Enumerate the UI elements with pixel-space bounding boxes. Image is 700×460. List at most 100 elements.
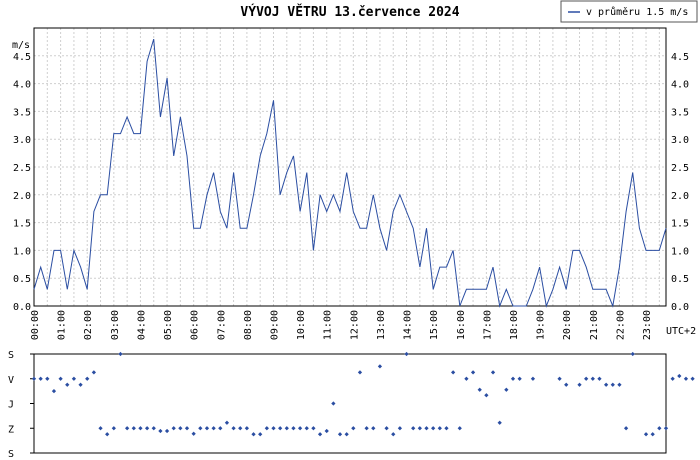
direction-point [517,376,522,381]
direction-point [278,426,283,431]
chart-title: VÝVOJ VĚTRU 13.července 2024 [240,4,459,20]
direction-plot-frame [33,353,667,454]
direction-point [663,426,669,431]
direction-point [324,428,329,434]
direction-point [371,426,376,431]
direction-point [331,401,336,406]
direction-point [424,426,429,431]
direction-point [497,420,502,425]
direction-point [504,387,509,392]
y-tick-label-left: 2.0 [13,191,31,202]
direction-axis-label: J [8,400,14,411]
direction-point [351,426,356,431]
direction-point [690,376,695,381]
direction-point [258,432,263,437]
direction-axis-label: Z [8,424,14,435]
direction-point [125,426,130,431]
direction-point [171,426,176,431]
direction-point [564,382,569,387]
direction-point [610,382,615,387]
direction-point [211,426,216,431]
x-tick-label: 23:00 [642,310,653,340]
direction-point [238,426,243,431]
direction-point [584,376,589,381]
direction-point [344,432,349,437]
direction-point [91,370,96,375]
direction-point [111,426,116,431]
legend: v průměru 1.5 m/s [560,0,698,23]
x-tick-label: 12:00 [349,310,360,340]
direction-point [623,426,629,431]
direction-point [357,370,363,375]
direction-point [218,426,223,431]
direction-point [264,426,269,431]
direction-point [617,382,622,387]
direction-point [450,370,456,375]
y-tick-label-right: 0.0 [671,302,689,313]
direction-point [404,351,409,357]
direction-point [164,428,170,434]
x-tick-label: 06:00 [190,310,201,340]
direction-point [464,376,469,381]
y-tick-label-left: 1.5 [13,219,31,230]
y-tick-label-left: 1.0 [13,246,31,257]
y-tick-label-left: 0.5 [13,274,31,285]
y-tick-label-right: 1.5 [671,219,689,230]
x-tick-label: 21:00 [589,310,600,340]
direction-point [244,426,250,431]
direction-point [291,426,296,431]
x-tick-label: 10:00 [296,310,307,340]
direction-point [98,426,103,431]
direction-point [58,376,63,381]
direction-point [105,432,110,437]
direction-point [670,376,675,381]
direction-point [71,376,77,381]
direction-point [178,426,183,431]
direction-point [650,432,655,437]
y-tick-label-left: 4.0 [13,80,31,91]
direction-point [577,382,582,387]
direction-point [78,382,83,387]
direction-point [271,426,276,431]
direction-point [470,370,476,375]
y-tick-label-left: 0.0 [13,302,31,313]
direction-axis-label: S [8,449,14,460]
x-tick-label: 11:00 [323,310,334,340]
y-tick-label-right: 0.5 [671,274,689,285]
direction-point [297,426,303,431]
x-tick-label: 04:00 [136,310,147,340]
legend-label: v průměru 1.5 m/s [586,6,688,18]
direction-point [604,382,609,387]
x-tick-label: 14:00 [403,310,414,340]
legend-box [560,0,698,23]
direction-point [151,426,156,431]
direction-point [337,432,343,437]
direction-point [191,431,196,436]
direction-point [417,426,422,431]
x-tick-label: 19:00 [536,310,547,340]
direction-point [437,426,442,431]
direction-point [490,370,496,375]
x-axis-label: UTC+2 [666,326,696,337]
y-tick-label-left: 4.5 [13,52,31,63]
direction-point [51,389,57,394]
y-tick-label-right: 4.0 [671,80,689,91]
direction-point [391,432,396,437]
direction-point [484,393,489,398]
y-tick-label-left: 2.5 [13,163,31,174]
x-tick-label: 03:00 [110,310,121,340]
direction-point [397,426,403,431]
x-tick-label: 16:00 [456,310,467,340]
direction-point [284,426,289,431]
direction-point [457,426,462,431]
x-tick-label: 05:00 [163,310,174,340]
speed-plot-frame [33,27,667,307]
direction-point [85,376,90,381]
direction-point [510,376,516,381]
direction-point [251,432,256,437]
direction-axis-label: V [8,375,14,386]
y-tick-label-left: 3.0 [13,135,31,146]
direction-point [657,426,662,431]
direction-point [45,376,50,381]
